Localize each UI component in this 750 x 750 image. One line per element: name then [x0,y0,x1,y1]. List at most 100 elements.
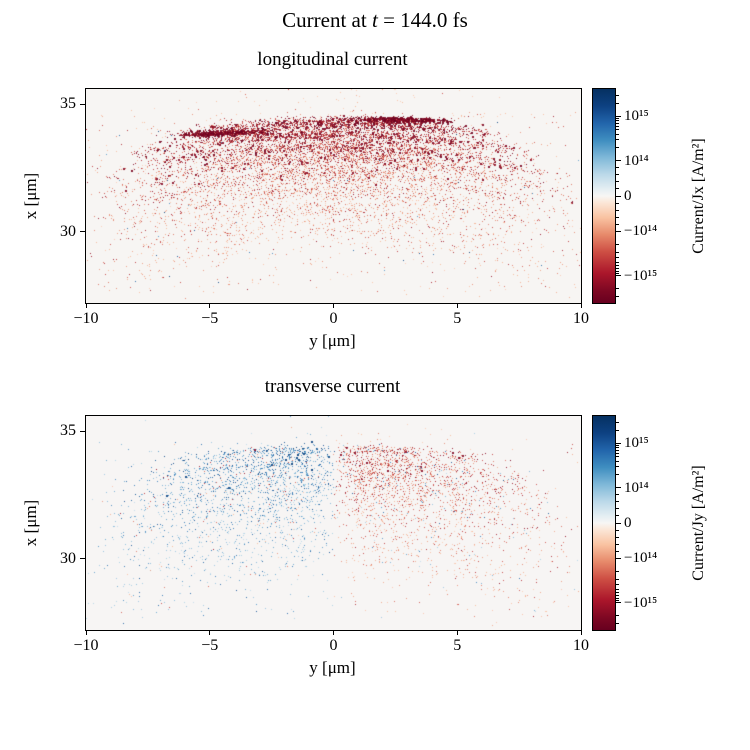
x-tick-mark [580,631,582,635]
colorbar-minor-tick-mark [616,452,619,454]
colorbar-minor-tick-mark [616,501,619,503]
colorbar-minor-tick-mark [616,139,619,141]
colorbar-minor-tick-mark [616,536,619,538]
colorbar-gradient-transverse [593,416,615,630]
colorbar-minor-tick-mark [616,244,619,246]
colorbar-minor-tick-mark [616,133,619,135]
colorbar-minor-tick-mark [616,615,619,617]
panel-transverse: transverse current x [μm] y [μm] Current… [0,327,750,702]
colorbar-tick-mark [616,602,621,604]
colorbar-minor-tick-mark [616,129,619,131]
colorbar-minor-tick-mark [616,623,619,625]
colorbar-tick-label: 0 [624,188,632,204]
colorbar-minor-tick-mark [616,421,619,423]
x-tick-mark [333,304,334,308]
colorbar-minor-tick-mark [616,167,619,169]
y-axis-label-transverse: x [μm] [21,499,40,547]
colorbar-tick-mark [616,160,621,162]
colorbar-minor-tick-mark [616,120,619,122]
colorbar-minor-tick-mark [616,597,619,599]
colorbar-minor-tick-mark [616,508,619,510]
x-tick-mark [580,304,582,308]
x-tick-label: −10 [73,310,99,327]
colorbar-minor-tick-mark [616,257,619,259]
colorbar-tick-label: −10¹⁴ [624,223,658,240]
colorbar-minor-tick-mark [616,216,619,218]
colorbar-tick-label: 10¹⁴ [624,479,649,496]
colorbar-minor-tick-mark [616,261,619,263]
colorbar-minor-tick-mark [616,592,619,594]
colorbar-minor-tick-mark [616,94,619,96]
colorbar-minor-tick-mark [616,550,619,552]
y-tick-mark [80,430,85,432]
x-tick-label: 5 [453,637,462,654]
panel-title-transverse: transverse current [264,376,401,397]
colorbar-tick-mark [616,115,621,117]
x-tick-label: −5 [201,637,219,654]
x-tick-label: 10 [573,310,589,327]
x-tick-mark [456,631,458,635]
scatter-canvas-longitudinal [86,89,581,303]
colorbar-gradient-longitudinal [593,89,615,303]
colorbar-minor-tick-mark [616,600,619,602]
colorbar-tick-label: −10¹⁵ [624,594,658,611]
x-tick-label: 0 [329,310,338,327]
colorbar-minor-tick-mark [616,117,619,119]
y-tick-label: 35 [60,95,76,113]
plot-area-longitudinal [85,88,582,304]
colorbar-minor-tick-mark [616,209,619,211]
colorbar-minor-tick-mark [616,595,619,597]
x-tick-label: 5 [453,310,462,327]
x-tick-mark [209,304,211,308]
scatter-canvas-transverse [86,416,581,630]
y-tick-mark [80,231,85,233]
colorbar-minor-tick-mark [616,188,619,190]
colorbar-tick-mark [616,522,621,524]
x-tick-mark [85,631,87,635]
colorbar-longitudinal [592,88,616,304]
x-tick-label: 10 [573,637,589,654]
colorbar-minor-tick-mark [616,265,619,267]
y-tick-label: 35 [60,422,76,440]
colorbar-tick-mark [616,195,621,197]
panel-longitudinal: longitudinal current x [μm] y [μm] Curre… [21,49,707,350]
panel-title-longitudinal: longitudinal current [257,49,408,70]
colorbar-tick-label: 0 [624,515,632,531]
figure-title: Current at t = 144.0 fs [0,8,750,33]
x-tick-label: 0 [329,637,338,654]
colorbar-minor-tick-mark [616,429,619,431]
colorbar-tick-mark [616,275,621,277]
colorbar-minor-tick-mark [616,444,619,446]
plot-area-transverse [85,415,582,631]
figure-title-pre: Current at [282,8,372,32]
figure-title-post: = 144.0 fs [377,8,468,32]
colorbar-minor-tick-mark [616,584,619,586]
colorbar-minor-tick-mark [616,273,619,275]
figure-title-variable: t [371,8,378,32]
colorbar-tick-mark [616,230,621,232]
colorbar-minor-tick-mark [616,543,619,545]
colorbar-minor-tick-mark [616,181,619,183]
colorbar-minor-tick-mark [616,460,619,462]
colorbar-minor-tick-mark [616,202,619,204]
colorbar-minor-tick-mark [616,578,619,580]
colorbar-minor-tick-mark [616,473,619,475]
colorbar-minor-tick-mark [616,466,619,468]
x-tick-mark [209,631,211,635]
x-tick-label: −5 [201,310,219,327]
colorbar-minor-tick-mark [616,122,619,124]
colorbar-minor-tick-mark [616,268,619,270]
x-tick-mark [333,631,334,635]
colorbar-tick-label: 10¹⁴ [624,152,649,169]
colorbar-tick-mark [616,487,621,489]
colorbar-tick-label: 10¹⁵ [624,108,649,125]
x-tick-mark [85,304,87,308]
colorbar-transverse [592,415,616,631]
colorbar-minor-tick-mark [616,125,619,127]
colorbar-minor-tick-mark [616,251,619,253]
colorbar-tick-label: −10¹⁴ [624,550,658,567]
colorbar-minor-tick-mark [616,571,619,573]
x-axis-label-longitudinal: y [μm] [309,331,356,350]
x-tick-mark [456,304,458,308]
